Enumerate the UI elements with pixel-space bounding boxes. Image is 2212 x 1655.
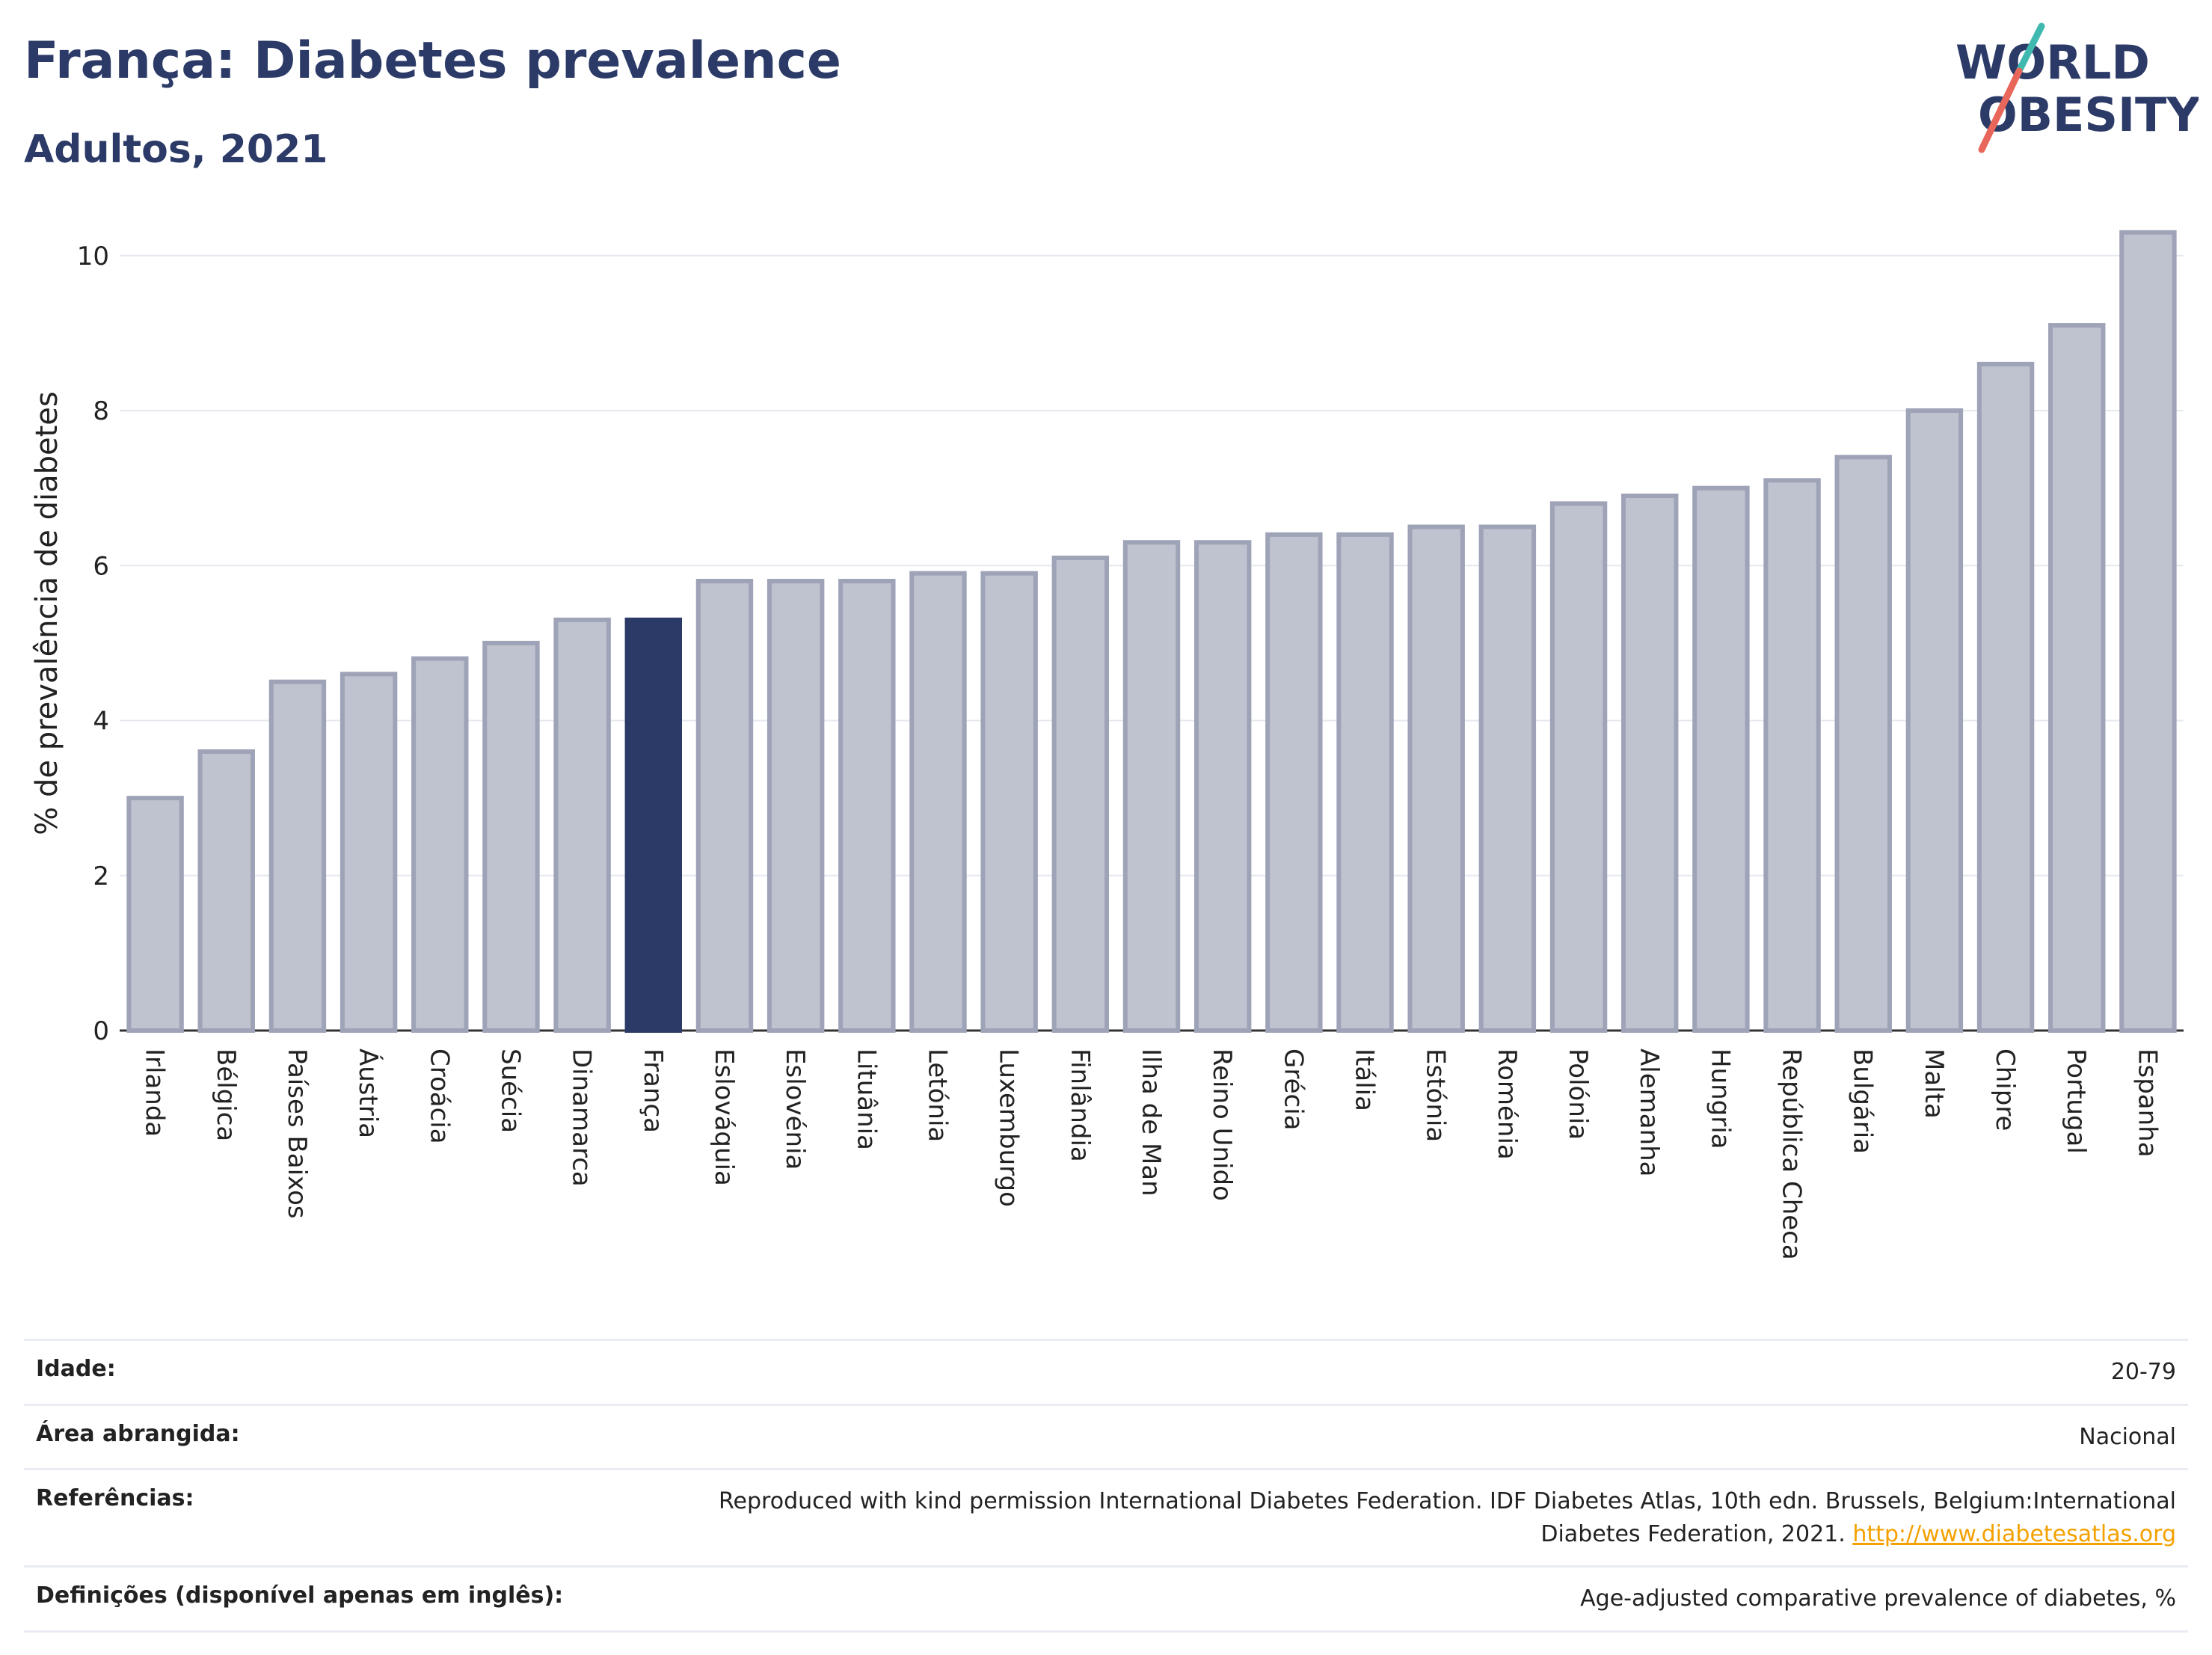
x-tick-label: Eslovénia bbox=[780, 1048, 810, 1170]
info-label: Definições (disponível apenas em inglês)… bbox=[36, 1582, 564, 1609]
bar bbox=[197, 749, 255, 1033]
x-tick-label: Grécia bbox=[1278, 1048, 1308, 1130]
x-tick-label: Países Baixos bbox=[282, 1048, 312, 1219]
y-tick-label: 4 bbox=[93, 707, 109, 737]
x-tick-label: Estónia bbox=[1421, 1048, 1451, 1142]
bar bbox=[1122, 540, 1181, 1033]
bar bbox=[1834, 455, 1892, 1033]
info-row-age: Idade: 20-79 bbox=[24, 1339, 2188, 1404]
info-row-references: Referências: Reproduced with kind permis… bbox=[24, 1468, 2188, 1565]
bar bbox=[340, 672, 398, 1033]
logo-line-1: WORLD bbox=[1956, 35, 2150, 90]
bar bbox=[624, 617, 683, 1033]
bar bbox=[1620, 494, 1679, 1033]
x-tick-label: Bulgária bbox=[1848, 1048, 1878, 1154]
page-subtitle: Adultos, 2021 bbox=[24, 127, 328, 172]
x-tick-label: Luxemburgo bbox=[994, 1048, 1024, 1207]
logo-slash-red bbox=[1978, 67, 2023, 153]
bar bbox=[909, 571, 967, 1033]
info-label: Referências: bbox=[36, 1485, 194, 1511]
y-tick-labels: 0 2 4 6 8 10 bbox=[77, 242, 109, 1046]
bar bbox=[1336, 532, 1394, 1033]
x-tick-labels: Irlanda Bélgica Países Baixos Áustria Croáci… bbox=[140, 1048, 2163, 1260]
x-tick-label: França bbox=[638, 1048, 668, 1133]
reference-link[interactable]: http://www.diabetesatlas.org bbox=[1852, 1520, 2176, 1547]
x-tick-label: Lituânia bbox=[851, 1048, 881, 1150]
y-tick-label: 2 bbox=[93, 862, 109, 891]
y-tick-label: 8 bbox=[93, 396, 109, 426]
x-tick-label: Irlanda bbox=[140, 1048, 170, 1137]
info-row-area: Área abrangida: Nacional bbox=[24, 1403, 2188, 1469]
x-tick-label: Espanha bbox=[2132, 1048, 2162, 1158]
x-tick-label: Portugal bbox=[2061, 1048, 2091, 1154]
bar bbox=[1763, 478, 1821, 1033]
bar bbox=[1692, 485, 1750, 1033]
x-tick-label: Ilha de Man bbox=[1136, 1048, 1166, 1197]
info-value: Age-adjusted comparative prevalence of d… bbox=[1580, 1585, 2176, 1612]
x-tick-label: Polónia bbox=[1563, 1048, 1593, 1140]
info-value: Reproduced with kind permission Internat… bbox=[643, 1485, 2176, 1550]
bar bbox=[695, 579, 754, 1033]
x-tick-label: Finlândia bbox=[1065, 1048, 1095, 1162]
x-tick-label: Alemanha bbox=[1634, 1048, 1664, 1177]
bar bbox=[126, 796, 184, 1033]
x-tick-label: Reino Unido bbox=[1207, 1048, 1237, 1201]
info-label: Idade: bbox=[36, 1356, 116, 1382]
bar bbox=[838, 579, 896, 1033]
bar-chart: 0 2 4 6 8 10 Irlanda Bélgica Países Baixos Áustr… bbox=[30, 230, 2184, 1260]
x-tick-label: Letónia bbox=[922, 1048, 952, 1142]
logo-slash-teal bbox=[2015, 22, 2045, 75]
bar bbox=[268, 679, 327, 1033]
x-tick-label: Hungria bbox=[1705, 1048, 1735, 1149]
bar bbox=[766, 579, 825, 1033]
x-tick-label: Roménia bbox=[1492, 1048, 1522, 1160]
x-tick-label: Chipre bbox=[1990, 1048, 2020, 1131]
bar bbox=[482, 640, 540, 1033]
y-tick-label: 0 bbox=[93, 1016, 109, 1046]
bar bbox=[411, 656, 469, 1034]
logo-line-2: OBESITY bbox=[1978, 87, 2199, 142]
x-tick-label: Áustria bbox=[353, 1048, 384, 1138]
x-tick-label: Bélgica bbox=[211, 1048, 241, 1141]
info-value: Nacional bbox=[2079, 1423, 2176, 1450]
bar bbox=[553, 617, 611, 1033]
bar bbox=[1549, 501, 1608, 1033]
x-tick-label: Eslováquia bbox=[709, 1048, 739, 1186]
bar bbox=[2048, 323, 2106, 1034]
y-tick-label: 10 bbox=[77, 242, 109, 271]
info-table: Idade: 20-79 Área abrangida: Nacional Re… bbox=[24, 1339, 2188, 1633]
bar bbox=[1905, 408, 1964, 1033]
y-axis-label: % de prevalência de diabetes bbox=[30, 391, 64, 835]
bar bbox=[1478, 524, 1537, 1033]
bar bbox=[1976, 361, 2035, 1033]
x-tick-label: Malta bbox=[1919, 1048, 1949, 1119]
y-tick-label: 6 bbox=[93, 551, 109, 581]
reference-text: Reproduced with kind permission Internat… bbox=[719, 1488, 2176, 1547]
bar bbox=[1265, 532, 1323, 1033]
bars bbox=[126, 230, 2177, 1034]
x-tick-label: República Checa bbox=[1777, 1048, 1807, 1260]
info-value: 20-79 bbox=[2110, 1359, 2176, 1385]
x-tick-label: Croácia bbox=[424, 1048, 454, 1144]
bar bbox=[980, 571, 1038, 1033]
bar bbox=[1193, 540, 1252, 1033]
world-obesity-logo: WORLD OBESITY bbox=[1956, 22, 2199, 153]
x-tick-label: Suécia bbox=[495, 1048, 525, 1133]
x-tick-label: Itália bbox=[1350, 1048, 1380, 1111]
bar bbox=[1051, 555, 1110, 1033]
bar bbox=[2119, 230, 2177, 1034]
page-title: França: Diabetes prevalence bbox=[24, 31, 842, 90]
x-tick-label: Dinamarca bbox=[567, 1048, 597, 1187]
info-row-definitions: Definições (disponível apenas em inglês)… bbox=[24, 1565, 2188, 1633]
info-label: Área abrangida: bbox=[36, 1420, 240, 1447]
bar bbox=[1407, 524, 1465, 1033]
